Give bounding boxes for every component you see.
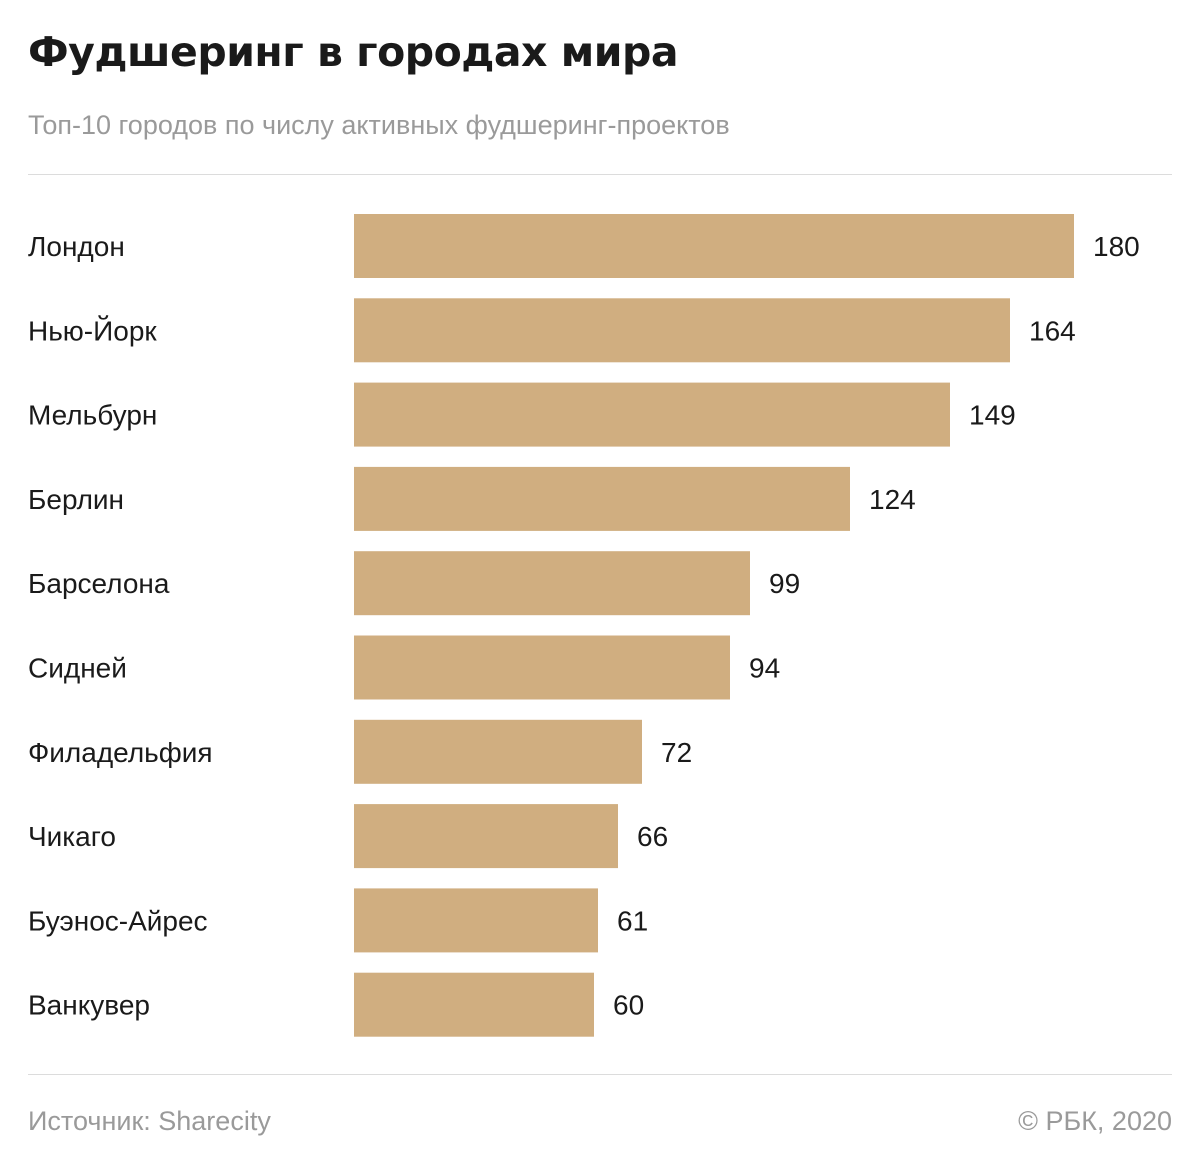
- source-note: Источник: Sharecity: [28, 1106, 271, 1136]
- value-label-1: 180: [1093, 231, 1140, 262]
- bar-1: [354, 214, 1074, 278]
- category-label-1: Лондон: [28, 231, 125, 262]
- bar-7: [354, 719, 642, 784]
- category-label-10: Ванкувер: [28, 990, 150, 1021]
- bar-chart: Лондон 180 Нью-Йорк 164 Мельбурн 149 Берлин 124…: [28, 214, 1140, 1037]
- bar-6: [354, 635, 730, 700]
- category-label-5: Барселона: [28, 568, 170, 599]
- chart-title: Фудшеринг в городах мира: [28, 28, 679, 76]
- copyright-note: © РБК, 2020: [1018, 1106, 1172, 1136]
- value-label-8: 66: [637, 821, 668, 852]
- chart-subtitle: Топ-10 городов по числу активных фудшери…: [28, 110, 730, 140]
- value-label-2: 164: [1029, 315, 1076, 346]
- category-label-3: Мельбурн: [28, 400, 157, 431]
- value-label-5: 99: [769, 568, 800, 599]
- category-label-2: Нью-Йорк: [28, 315, 157, 346]
- bar-10: [354, 972, 594, 1037]
- value-label-10: 60: [613, 990, 644, 1021]
- bar-2: [354, 298, 1010, 363]
- value-label-4: 124: [869, 484, 916, 515]
- top-divider: [28, 174, 1172, 175]
- value-label-9: 61: [617, 905, 648, 936]
- category-label-4: Берлин: [28, 484, 124, 515]
- bar-5: [354, 551, 750, 616]
- bar-8: [354, 804, 618, 869]
- category-label-6: Сидней: [28, 653, 127, 684]
- category-label-9: Буэнос-Айрес: [28, 905, 208, 936]
- value-label-7: 72: [661, 737, 692, 768]
- bottom-divider: [28, 1074, 1172, 1075]
- category-label-8: Чикаго: [28, 821, 116, 852]
- category-label-7: Филадельфия: [28, 737, 213, 768]
- value-label-3: 149: [969, 400, 1016, 431]
- bar-3: [354, 382, 950, 447]
- bar-4: [354, 466, 850, 531]
- bar-9: [354, 888, 598, 953]
- value-label-6: 94: [749, 653, 780, 684]
